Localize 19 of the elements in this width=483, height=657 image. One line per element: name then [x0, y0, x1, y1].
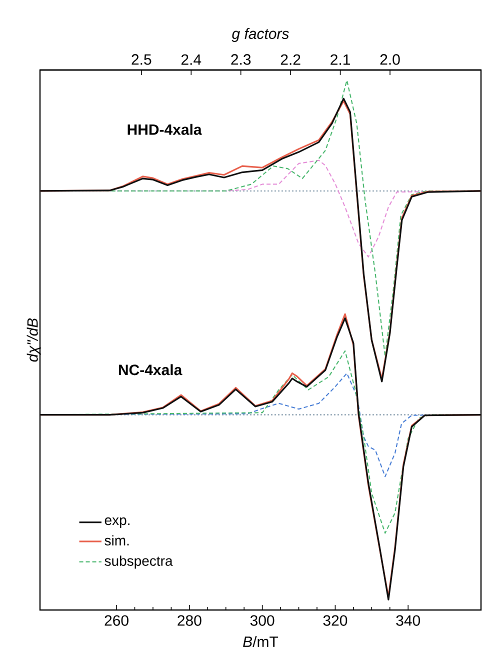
x-tick-label: 320: [323, 615, 348, 626]
x2-tick-label: 2.4: [181, 54, 202, 65]
x2-tick-label: 2.5: [132, 54, 152, 65]
x-tick-label: 340: [396, 615, 420, 626]
x-tick-label: 280: [178, 615, 202, 626]
x2-tick-label: 2.3: [231, 54, 251, 65]
x-tick-label: 300: [250, 615, 274, 626]
legend-label: exp.: [104, 517, 130, 528]
annotation: HHD-4xala: [128, 124, 202, 135]
x2-tick-label: 2.0: [380, 54, 400, 65]
x-axis-title: B/mT: [243, 636, 278, 648]
legend-label: sim.: [104, 535, 129, 546]
x2-axis-title: g factors: [232, 28, 289, 42]
x2-tick-label: 2.2: [280, 54, 300, 65]
y-axis-title: dχ"/dB: [26, 318, 41, 362]
x-tick-label: 260: [104, 615, 128, 626]
annotation: NC-4xala: [118, 364, 182, 376]
x2-tick-label: 2.1: [330, 54, 350, 65]
legend-label: subspectra: [104, 556, 173, 569]
